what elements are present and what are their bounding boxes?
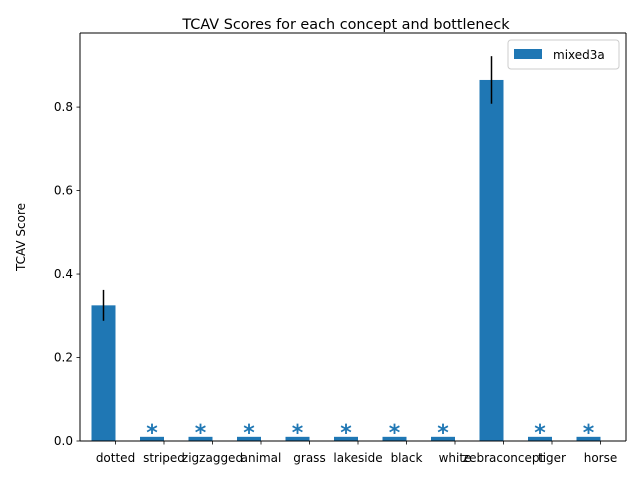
- x-tick-label-zebraconcept: zebraconcept: [463, 451, 545, 465]
- insignificant-marker-zigzagged: *: [195, 421, 207, 446]
- bar-lakeside: [334, 436, 358, 441]
- bar-zebraconcept: [479, 79, 504, 442]
- x-tick-label-tiger: tiger: [538, 451, 566, 465]
- y-tick-label: 0.6: [54, 184, 73, 198]
- bar-dotted: [91, 305, 116, 441]
- bar-grass: [285, 436, 310, 441]
- axes-frame: [79, 32, 627, 442]
- error-bars-group: [102, 56, 493, 321]
- insignificant-marker-black: *: [389, 421, 401, 446]
- bar-black: [382, 436, 407, 441]
- insignificance-markers-group: * * * * * * * * *: [146, 421, 595, 446]
- insignificant-marker-striped: *: [146, 421, 158, 446]
- bars-group: [91, 79, 601, 442]
- y-axis-label: TCAV Score: [14, 203, 28, 272]
- insignificant-marker-animal: *: [243, 421, 255, 446]
- y-axis-ticks: 0.0 0.2 0.4 0.6 0.8: [54, 100, 80, 448]
- y-tick-label: 0.0: [54, 434, 73, 448]
- x-tick-label-lakeside: lakeside: [333, 451, 382, 465]
- x-tick-label-zigzagged: zigzagged: [182, 451, 243, 465]
- bar-striped: [140, 436, 164, 441]
- x-tick-label-horse: horse: [584, 451, 618, 465]
- bar-animal: [237, 436, 261, 441]
- legend-frame: [507, 39, 620, 70]
- legend-label-mixed3a: mixed3a: [553, 48, 605, 62]
- x-tick-label-white: white: [439, 451, 472, 465]
- insignificant-marker-grass: *: [292, 421, 304, 446]
- x-tick-label-striped: striped: [143, 451, 185, 465]
- x-tick-label-grass: grass: [293, 451, 325, 465]
- bar-zigzagged: [188, 436, 213, 441]
- chart-title: TCAV Scores for each concept and bottlen…: [181, 17, 510, 33]
- legend-swatch-mixed3a: [514, 49, 542, 59]
- y-tick-label: 0.8: [54, 100, 73, 114]
- legend: mixed3a: [507, 39, 620, 70]
- bar-white: [431, 436, 455, 441]
- plot-area: [80, 33, 626, 441]
- x-tick-label-dotted: dotted: [96, 451, 135, 465]
- insignificant-marker-horse: *: [583, 421, 595, 446]
- bar-horse: [576, 436, 601, 441]
- bar-tiger: [528, 436, 552, 441]
- y-tick-label: 0.2: [54, 351, 73, 365]
- insignificant-marker-tiger: *: [534, 421, 546, 446]
- y-tick-label: 0.4: [54, 267, 73, 281]
- insignificant-marker-lakeside: *: [340, 421, 352, 446]
- insignificant-marker-white: *: [437, 421, 449, 446]
- x-tick-label-black: black: [391, 451, 423, 465]
- x-tick-label-animal: animal: [241, 451, 282, 465]
